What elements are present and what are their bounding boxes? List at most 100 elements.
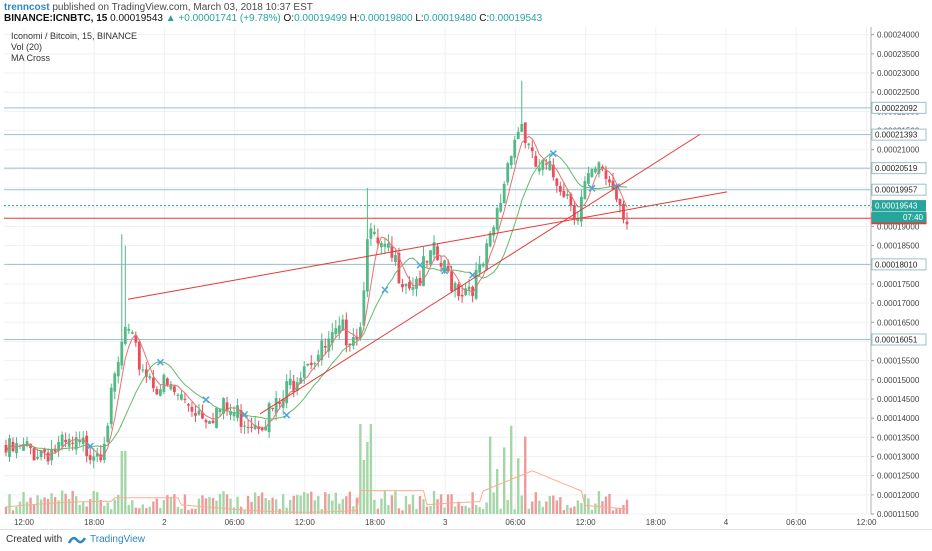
candle-body [292,380,296,393]
candle-body [113,373,117,392]
volume-bar [488,436,492,514]
candle-body [32,448,36,461]
y-tick-label: 0.00017000 [877,299,920,308]
candle-body [309,362,313,366]
candle-body [218,409,222,413]
candle-body [130,332,134,334]
candle-body [302,366,306,378]
candle-body [267,403,271,433]
candle-body [341,319,345,331]
volume-bar [271,497,274,514]
ma-cross-marker [416,261,424,269]
x-tick-label: 18:00 [365,518,386,527]
volume-bar [57,500,60,514]
volume-bar [169,496,173,514]
volume-bar [74,496,78,514]
volume-bar [162,499,166,514]
volume-bar [141,504,145,514]
candle-body [155,388,159,395]
volume-bar [253,492,257,514]
volume-bar [401,510,404,514]
candle-body [127,328,131,331]
candle-body [604,170,608,179]
volume-bar [148,506,152,514]
candle-body [116,361,120,377]
candle-body [208,421,211,424]
volume-bar [106,502,109,514]
volume-bar [211,497,215,514]
volume-bar [366,442,369,514]
volume-bar [43,497,46,514]
price-chart[interactable]: 0.00024000 0.00023500 0.00023000 0.00022500… [0,0,932,529]
candle-body [239,410,243,427]
volume-bar [359,424,362,514]
volume-bar [432,490,436,514]
candle-body [334,328,338,335]
candle-body [323,345,327,348]
level-badge [871,128,927,141]
candle-body [351,336,355,346]
ma-fast-line [5,135,628,458]
volume-bar [425,506,429,514]
volume-bar [8,494,11,514]
candle-body [64,439,68,443]
candle-body [530,147,534,152]
candle-body [485,243,489,270]
volume-bar [457,501,460,514]
candle-body [109,387,113,425]
ma-cross-marker [156,358,164,366]
candle-body [565,194,569,196]
author-link[interactable]: trenncost [4,2,50,13]
candle-body [180,394,183,400]
volume-bar [608,494,611,514]
volume-bar [404,495,408,514]
candle-body [355,336,359,339]
volume-bar [78,504,81,514]
candle-body [478,263,482,273]
last-price-badge [872,200,926,212]
candle-body [344,319,348,346]
candle-body [394,254,397,262]
volume-bar [453,506,457,514]
volume-ma-line [5,470,628,513]
low-label: L: [415,13,424,24]
candle-body [625,221,629,225]
candle-body [387,243,390,248]
candle-body [548,160,552,171]
candle-body [102,443,106,461]
volume-bar [348,491,352,514]
volume-bar [429,505,432,514]
volume-bar [239,506,243,514]
candle-body [541,159,545,170]
y-tick-label: 0.00014500 [877,395,920,404]
x-tick-label: 18:00 [84,518,105,527]
candle-body [330,332,334,344]
level-badge [871,333,927,346]
volume-bar [222,491,225,514]
candle-body [88,455,92,460]
volume-bar [124,451,127,514]
candle-body [446,265,450,272]
volume-bar [611,510,615,514]
volume-bar [345,496,348,514]
volume-bar [99,499,102,514]
candle-body [380,242,383,248]
volume-bar [236,496,239,514]
candle-body [8,438,11,458]
candle-body [260,428,264,431]
tradingview-brand[interactable]: TradingView [90,534,146,545]
volume-bar [373,499,376,514]
candle-body [313,363,317,365]
candle-body [15,443,18,454]
candle-body [615,189,618,200]
level-badge [871,162,927,175]
candle-body [264,426,268,431]
tradingview-logo-icon[interactable] [68,533,86,547]
volume-bar [131,500,134,514]
candle-body [57,442,61,452]
volume-bar [597,491,601,514]
volume-bar [64,493,67,514]
candle-body [134,335,138,343]
x-tick-label: 4 [724,518,729,527]
candle-body [569,194,573,206]
